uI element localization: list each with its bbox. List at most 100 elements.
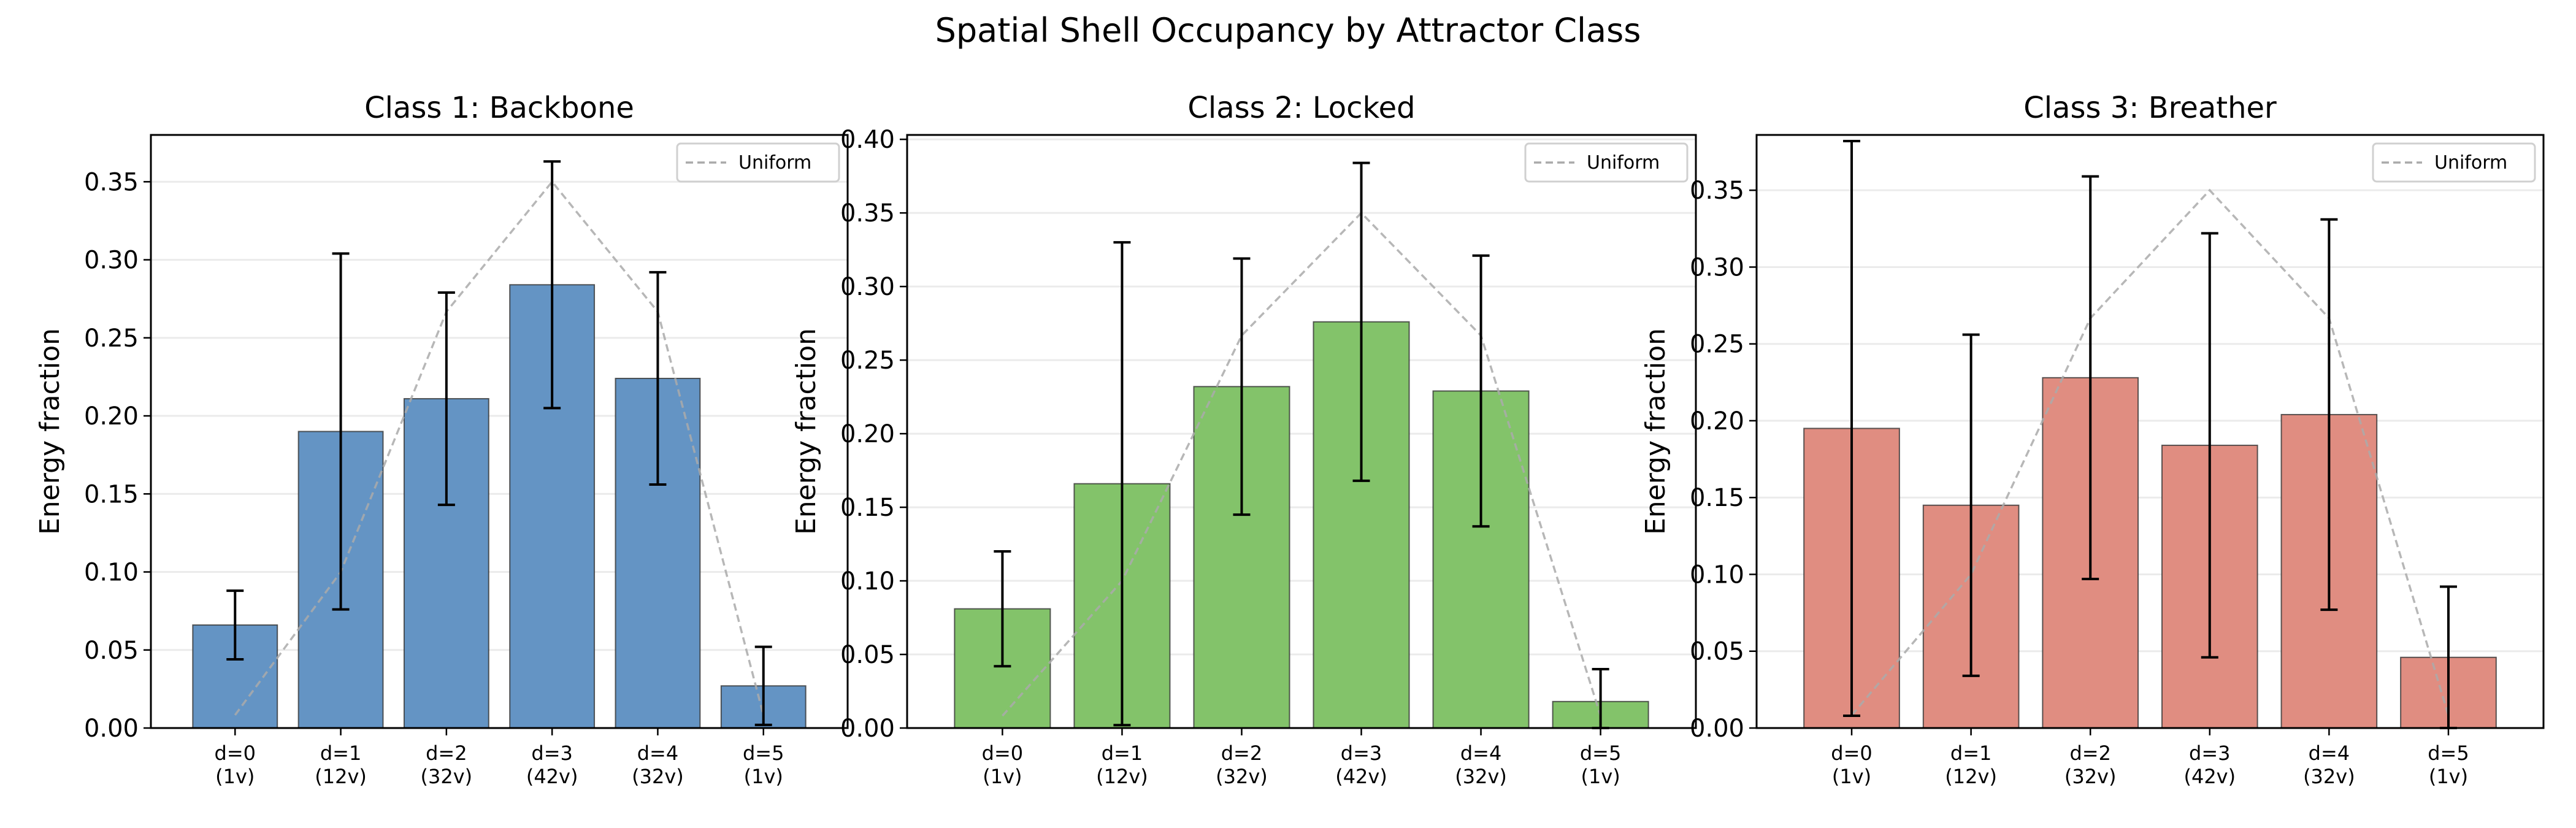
- x-tick-label-line: d=2: [426, 742, 467, 765]
- x-tick-label: d=1 (12v): [1096, 742, 1148, 788]
- error-bar: [2201, 232, 2218, 659]
- y-tick-label: 0.10: [1690, 561, 1744, 589]
- x-tick-label-line: (1v): [1832, 765, 1871, 788]
- y-tick-label: 0.20: [84, 402, 139, 431]
- x-tick-label: d=2 (32v): [1216, 742, 1268, 788]
- x-tick-label: d=3 (42v): [1335, 742, 1387, 788]
- x-tick-label: d=1 (12v): [1945, 742, 1997, 788]
- x-tick-label-line: (12v): [1096, 765, 1148, 788]
- y-tick-label: 0.25: [1690, 331, 1744, 359]
- error-bar: [437, 291, 455, 507]
- y-tick-label: 0.35: [840, 199, 895, 228]
- x-tick-label: d=5 (1v): [2428, 742, 2469, 788]
- x-tick-label: d=3 (42v): [526, 742, 578, 788]
- x-tick-label-line: (32v): [421, 765, 473, 788]
- x-tick-label-line: (32v): [632, 765, 684, 788]
- uniform-reference-line: [1850, 188, 2450, 716]
- axes-frame: [1755, 134, 2545, 729]
- legend-label: Uniform: [1587, 152, 1660, 174]
- axes-frame: [150, 134, 849, 729]
- y-axis-label: Energy fraction: [34, 328, 66, 535]
- x-tick-label-line: (32v): [2064, 765, 2117, 788]
- axes-frame: [906, 134, 1697, 729]
- y-tick-label: 0.25: [84, 324, 139, 353]
- y-tick-label: 0.40: [840, 126, 895, 154]
- x-tick-label-line: (42v): [2183, 765, 2236, 788]
- error-bar: [1962, 333, 1980, 677]
- x-tick-label-line: d=0: [215, 742, 256, 765]
- panel-3: 0.000.050.100.150.200.250.300.35d=0 (1v)d…: [1640, 91, 2545, 788]
- y-tick-label: 0.30: [1690, 253, 1744, 282]
- y-tick-label: 0.15: [840, 494, 895, 522]
- error-bar: [649, 270, 667, 486]
- x-tick-label-line: (1v): [983, 765, 1022, 788]
- x-tick-label: d=0 (1v): [982, 742, 1023, 788]
- y-tick-label: 0.00: [1690, 715, 1744, 743]
- x-tick-label-line: d=2: [2069, 742, 2110, 765]
- x-tick-label-line: (42v): [526, 765, 578, 788]
- x-tick-label-line: (12v): [315, 765, 367, 788]
- legend-box: [1524, 142, 1689, 183]
- x-tick-label-line: d=2: [1221, 742, 1262, 765]
- error-bar: [1352, 161, 1370, 482]
- error-bar: [1843, 140, 1861, 717]
- y-axis-label: Energy fraction: [791, 328, 822, 535]
- y-tick-label: 0.35: [1690, 177, 1744, 205]
- x-tick-label-line: d=1: [1102, 742, 1143, 765]
- y-tick-label: 0.05: [1690, 638, 1744, 666]
- x-tick-label-line: d=1: [320, 742, 361, 765]
- legend-label: Uniform: [2434, 152, 2507, 174]
- x-tick-label-line: d=4: [1460, 742, 1501, 765]
- x-tick-label-line: (1v): [215, 765, 255, 788]
- x-tick-label-line: d=3: [2189, 742, 2230, 765]
- y-tick-label: 0.05: [840, 641, 895, 669]
- y-tick-label: 0.10: [840, 567, 895, 596]
- legend: Uniform: [676, 142, 840, 183]
- y-axis-label: Energy fraction: [1640, 328, 1671, 535]
- error-bar: [2320, 218, 2338, 611]
- y-tick-label: 0.20: [840, 420, 895, 448]
- y-tick-label: 0.30: [840, 273, 895, 301]
- y-tick-label: 0.25: [840, 347, 895, 375]
- x-tick-label-line: (42v): [1335, 765, 1387, 788]
- x-tick-label: d=2 (32v): [2064, 742, 2117, 788]
- y-tick-label: 0.00: [840, 715, 895, 743]
- y-tick-label: 0.15: [1690, 484, 1744, 512]
- error-bar: [754, 645, 772, 726]
- x-tick-label: d=0 (1v): [1831, 742, 1872, 788]
- uniform-reference-line: [234, 180, 765, 716]
- y-tick-label: 0.10: [84, 559, 139, 587]
- legend: Uniform: [2372, 142, 2536, 183]
- y-tick-label: 0.00: [84, 715, 139, 743]
- error-bar: [1472, 254, 1490, 528]
- x-tick-label: d=5 (1v): [1580, 742, 1621, 788]
- legend-box: [676, 142, 840, 183]
- legend-label: Uniform: [738, 152, 811, 174]
- y-tick-label: 0.05: [84, 637, 139, 665]
- panel-title: Class 3: Breather: [2023, 91, 2277, 125]
- legend: Uniform: [1524, 142, 1689, 183]
- y-tick-label: 0.30: [84, 247, 139, 275]
- error-bar: [1233, 257, 1251, 516]
- y-tick-label: 0.15: [84, 480, 139, 508]
- x-tick-label-line: d=0: [982, 742, 1023, 765]
- x-tick-label-line: d=5: [1580, 742, 1621, 765]
- error-bar: [543, 160, 561, 410]
- x-tick-label: d=4 (32v): [632, 742, 684, 788]
- x-tick-label-line: (1v): [1581, 765, 1620, 788]
- x-tick-label-line: (1v): [2429, 765, 2468, 788]
- figure-title: Spatial Shell Occupancy by Attractor Cla…: [935, 11, 1641, 50]
- panel-title: Class 1: Backbone: [364, 91, 634, 125]
- x-tick-label-line: d=5: [743, 742, 784, 765]
- x-tick-label: d=5 (1v): [743, 742, 784, 788]
- y-tick-label: 0.35: [84, 168, 139, 196]
- uniform-reference-line: [1002, 211, 1602, 717]
- x-tick-label-line: d=3: [531, 742, 572, 765]
- error-bar: [332, 252, 350, 611]
- x-tick-label: d=0 (1v): [215, 742, 256, 788]
- x-tick-label: d=1 (12v): [315, 742, 367, 788]
- x-tick-label: d=3 (42v): [2183, 742, 2236, 788]
- legend-box: [2372, 142, 2536, 183]
- x-tick-label-line: d=3: [1341, 742, 1382, 765]
